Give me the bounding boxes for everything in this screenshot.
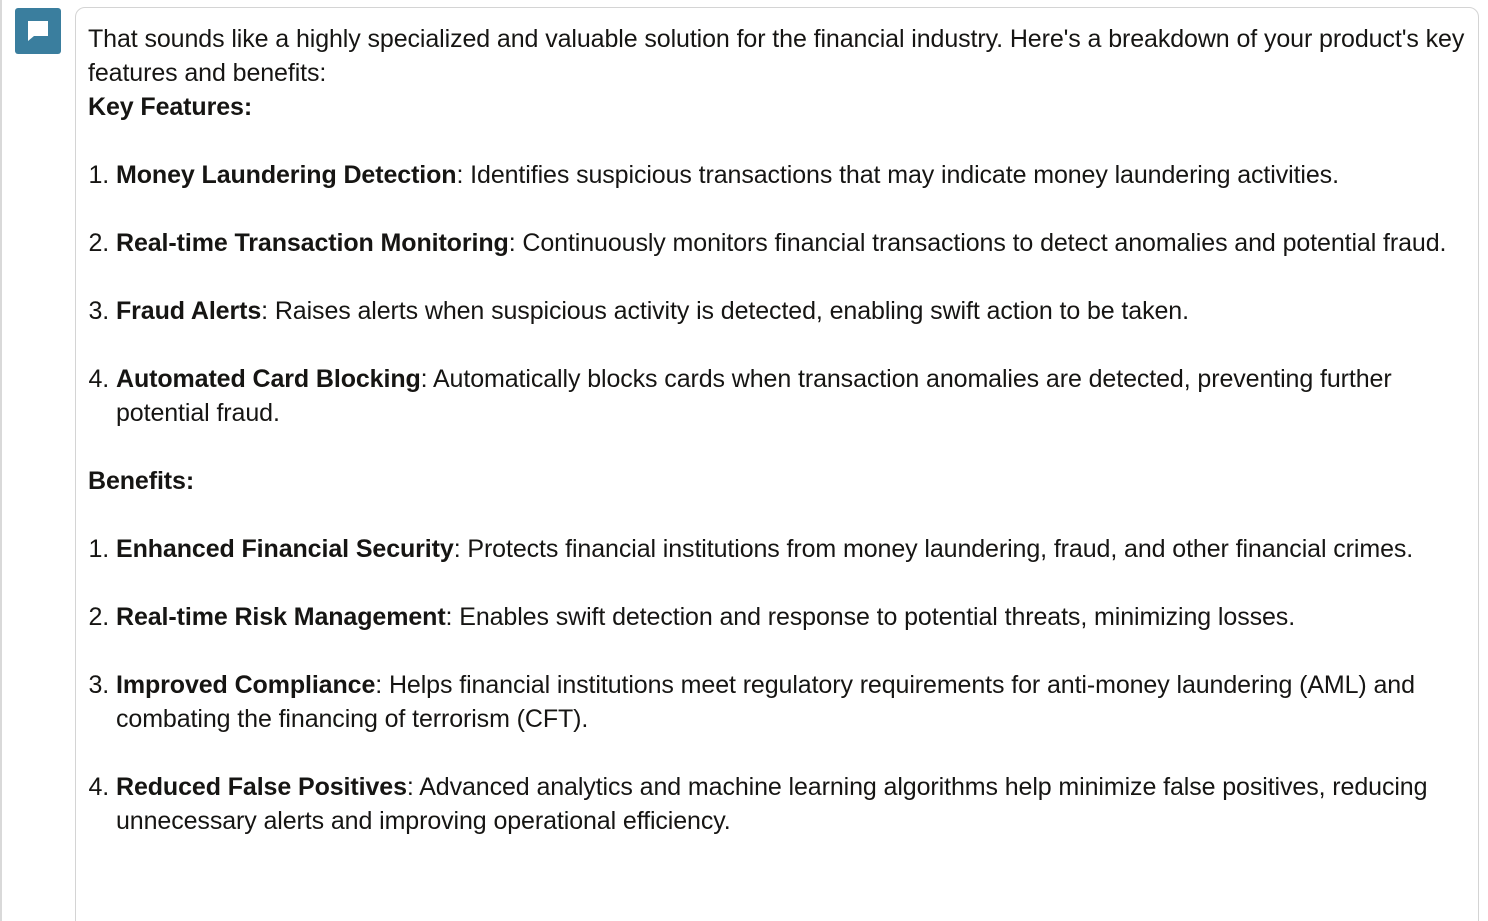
benefit-term: Improved Compliance <box>116 671 376 699</box>
message-intro: That sounds like a highly specialized an… <box>88 25 1465 87</box>
feature-term: Fraud Alerts <box>116 297 262 325</box>
key-features-list: Money Laundering Detection: Identifies s… <box>88 158 1466 430</box>
chat-bubble-icon <box>26 19 50 43</box>
key-features-heading: Key Features: <box>88 93 253 121</box>
feature-description: : Identifies suspicious transactions tha… <box>456 161 1339 189</box>
assistant-message-bubble: That sounds like a highly specialized an… <box>75 7 1479 921</box>
feature-term: Real-time Transaction Monitoring <box>116 229 509 257</box>
benefit-term: Enhanced Financial Security <box>116 535 454 563</box>
list-item: Enhanced Financial Security: Protects fi… <box>116 532 1466 566</box>
benefit-term: Real-time Risk Management <box>116 603 446 631</box>
benefit-description: : Enables swift detection and response t… <box>445 603 1296 631</box>
list-item: Money Laundering Detection: Identifies s… <box>116 158 1466 192</box>
benefits-heading: Benefits: <box>88 467 195 495</box>
benefit-term: Reduced False Positives <box>116 773 407 801</box>
message-body: That sounds like a highly specialized an… <box>88 22 1466 838</box>
feature-description: : Automatically blocks cards when transa… <box>116 365 1392 427</box>
assistant-avatar <box>15 8 61 54</box>
list-item: Improved Compliance: Helps financial ins… <box>116 668 1466 736</box>
list-item: Automated Card Blocking: Automatically b… <box>116 362 1466 430</box>
benefit-description: : Helps financial institutions meet regu… <box>116 671 1415 733</box>
benefit-description: : Advanced analytics and machine learnin… <box>116 773 1428 835</box>
list-item: Reduced False Positives: Advanced analyt… <box>116 770 1466 838</box>
benefits-list: Enhanced Financial Security: Protects fi… <box>88 532 1466 838</box>
list-item: Fraud Alerts: Raises alerts when suspici… <box>116 294 1466 328</box>
list-item: Real-time Transaction Monitoring: Contin… <box>116 226 1466 260</box>
left-divider <box>0 0 2 921</box>
benefit-description: : Protects financial institutions from m… <box>453 535 1414 563</box>
feature-description: : Raises alerts when suspicious activity… <box>261 297 1189 325</box>
feature-description: : Continuously monitors financial transa… <box>508 229 1447 257</box>
feature-term: Money Laundering Detection <box>116 161 457 189</box>
feature-term: Automated Card Blocking <box>116 365 421 393</box>
list-item: Real-time Risk Management: Enables swift… <box>116 600 1466 634</box>
